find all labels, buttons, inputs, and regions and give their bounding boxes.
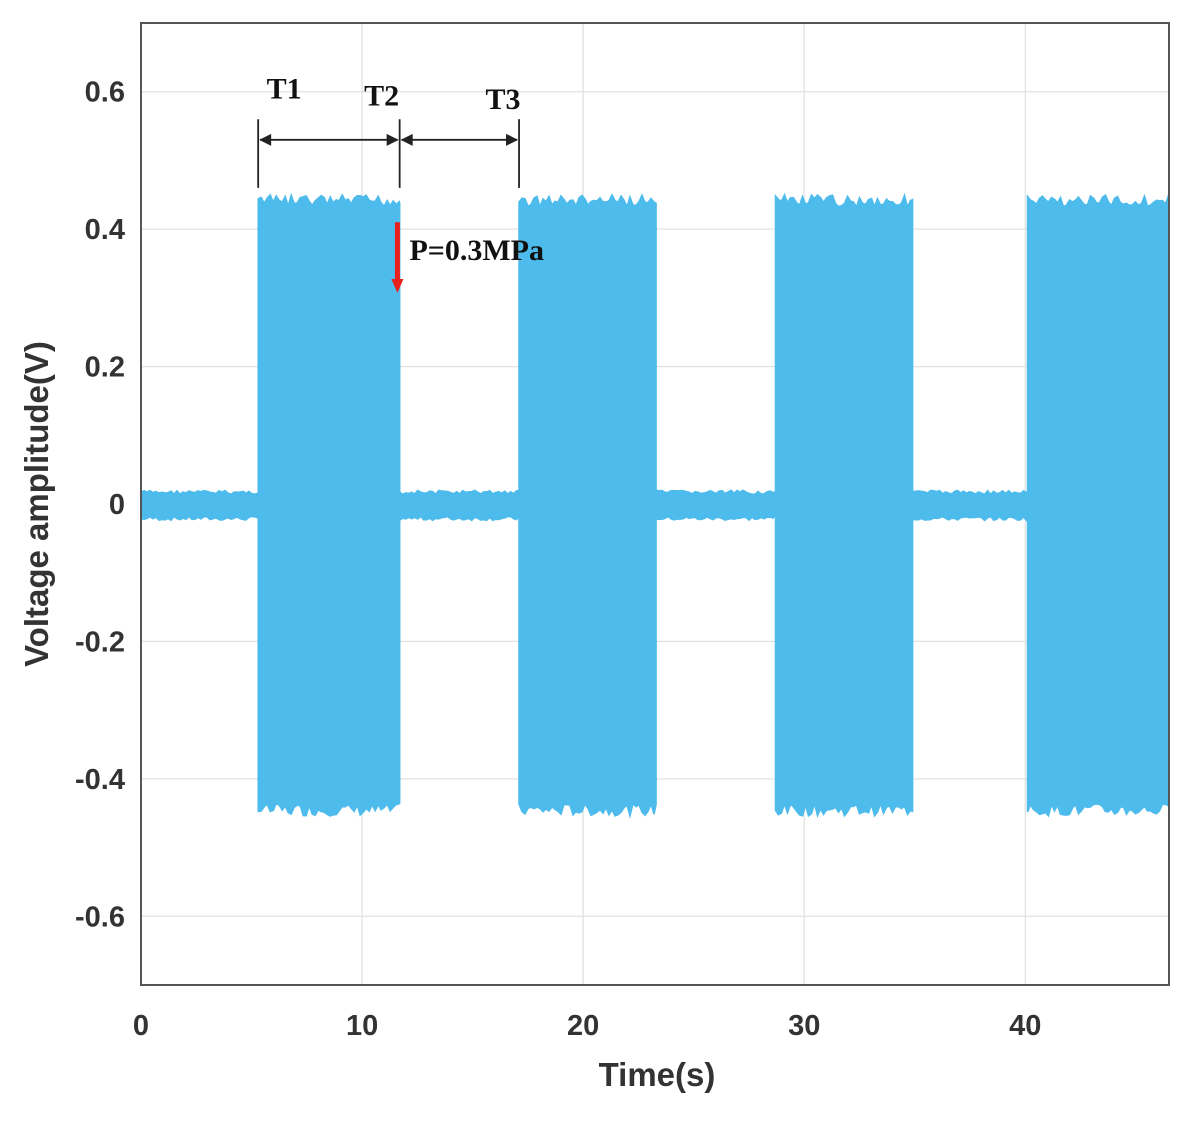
y-axis-label: Voltage amplitude(V)	[18, 341, 55, 667]
signal-burst	[1026, 193, 1170, 818]
x-tick-label: 30	[788, 1010, 820, 1042]
x-axis-label: Time(s)	[599, 1056, 716, 1093]
signal-baseline	[140, 489, 259, 522]
signal-baseline	[655, 489, 777, 522]
annotations: T1 T2 T3 P=0.3MPa	[257, 73, 544, 293]
pressure-label: P=0.3MPa	[409, 234, 544, 267]
x-tick-label: 20	[567, 1010, 599, 1042]
y-tick-label: 0.4	[85, 214, 125, 246]
signal-baseline	[911, 489, 1029, 523]
y-tick-label: -0.6	[75, 901, 125, 933]
x-tick-label: 10	[346, 1010, 378, 1042]
arrow-head	[386, 133, 399, 146]
plot-frame	[140, 22, 1170, 986]
x-tick-label: 40	[1009, 1010, 1041, 1042]
y-tick-label: 0.2	[85, 352, 125, 384]
y-tick-label: -0.4	[75, 764, 125, 796]
t1-label: T1	[267, 73, 302, 106]
y-tick-labels: 0.6 0.4 0.2 0 -0.2 -0.4 -0.6	[75, 77, 125, 934]
signal-burst	[257, 192, 401, 817]
y-tick-label: -0.2	[75, 626, 125, 658]
arrow-head	[506, 133, 519, 146]
signal-burst	[518, 193, 657, 819]
y-tick-label: 0	[109, 489, 125, 521]
signal-bands	[140, 192, 1170, 819]
y-tick-label: 0.6	[85, 77, 125, 109]
x-tick-label: 0	[133, 1010, 149, 1042]
signal-burst	[774, 192, 914, 818]
x-tick-labels: 0 10 20 30 40	[133, 1010, 1042, 1042]
signal-baseline	[398, 489, 520, 522]
arrow-head	[400, 133, 413, 146]
t2-label: T2	[364, 79, 399, 112]
pressure-arrow-head	[391, 278, 404, 293]
t3-label: T3	[486, 83, 521, 116]
arrow-head	[259, 133, 272, 146]
